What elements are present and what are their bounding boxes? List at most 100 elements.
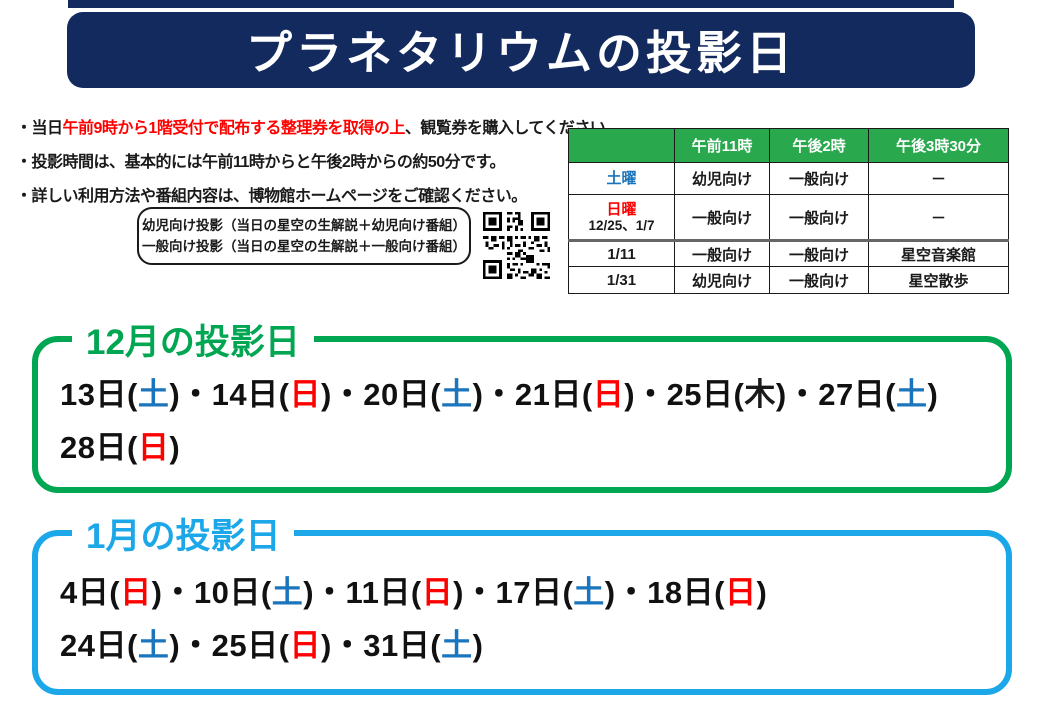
date-day: 28日( xyxy=(60,430,138,465)
january-dates-line1: 4日(日)・10日(土)・11日(日)・17日(土)・18日(日) xyxy=(60,566,1006,619)
col-header xyxy=(568,128,675,163)
date-day: 31日( xyxy=(363,628,442,663)
december-section: 12月の投影日 13日(土)・14日(日)・20日(土)・21日(日)・25日(… xyxy=(32,314,1012,493)
table-cell: 一般向け xyxy=(769,266,869,294)
table-cell: － xyxy=(868,194,1009,241)
note-highlight: 午前9時から1階受付で配布する整理券を取得の上 xyxy=(62,120,406,137)
date-item: 28日(日) xyxy=(60,430,180,465)
table-cell: 一般向け xyxy=(769,194,869,241)
date-separator: )・ xyxy=(169,377,212,412)
table-cell: 幼児向け xyxy=(674,266,770,294)
date-day: 17日( xyxy=(495,575,574,610)
date-day: 4日( xyxy=(60,575,121,610)
note-text: ・当日 xyxy=(16,120,63,137)
note-line: ・詳しい利用方法や番組内容は、博物館ホームページをご確認ください。 xyxy=(16,180,621,214)
note-text: 、観覧券を購入してください。 xyxy=(404,120,622,137)
date-item: 10日(土)・ xyxy=(194,575,346,610)
january-section-title: 1月の投影日 xyxy=(72,508,295,559)
date-weekday: 土 xyxy=(137,377,170,412)
date-weekday: 土 xyxy=(271,575,304,610)
date-day: 25日( xyxy=(211,628,290,663)
info-line: 一般向け投影（当日の星空の生解説＋一般向け番組） xyxy=(142,239,466,254)
col-header: 午前11時 xyxy=(674,128,770,163)
info-line: 幼児向け投影（当日の星空の生解説＋幼児向け番組） xyxy=(142,218,466,233)
date-weekday: 土 xyxy=(896,377,928,412)
table-cell: 幼児向け xyxy=(674,162,770,195)
date-day: 21日( xyxy=(514,377,593,412)
date-separator: ) xyxy=(756,575,768,610)
date-weekday: 日 xyxy=(421,575,454,610)
date-weekday: 木 xyxy=(744,377,776,412)
date-separator: )・ xyxy=(624,377,667,412)
table-cell: 星空散歩 xyxy=(868,266,1009,294)
date-separator: )・ xyxy=(303,575,346,610)
table-cell: － xyxy=(868,162,1009,195)
page-title: プラネタリウムの投影日 xyxy=(246,27,796,79)
row-label-cell: 1/11 xyxy=(568,239,675,267)
table-cell: 一般向け xyxy=(674,194,770,241)
date-item: 17日(土)・ xyxy=(495,575,647,610)
date-weekday: 土 xyxy=(137,628,170,663)
table-row: 1/31 幼児向け 一般向け 星空散歩 xyxy=(568,266,1009,294)
date-weekday: 日 xyxy=(592,377,625,412)
date-separator: )・ xyxy=(604,575,648,610)
date-item: 14日(日)・ xyxy=(212,377,364,412)
date-item: 31日(土) xyxy=(363,628,483,663)
december-dates-line1: 13日(土)・14日(日)・20日(土)・21日(日)・25日(木)・27日(土… xyxy=(60,368,1006,421)
table-cell: 一般向け xyxy=(769,162,869,195)
date-separator: )・ xyxy=(169,628,212,663)
row-label: 土曜 xyxy=(606,170,637,187)
program-info-box: 幼児向け投影（当日の星空の生解説＋幼児向け番組） 一般向け投影（当日の星空の生解… xyxy=(137,207,471,265)
december-dates-line2: 28日(日) xyxy=(60,421,1006,474)
row-label: 1/11 xyxy=(607,245,636,263)
table-cell: 一般向け xyxy=(674,239,770,267)
date-item: 25日(木)・ xyxy=(667,377,819,412)
note-text: ・詳しい利用方法や番組内容は、博物館ホームページをご確認ください。 xyxy=(16,188,527,205)
date-weekday: 日 xyxy=(289,377,321,412)
date-day: 14日( xyxy=(211,377,290,412)
title-banner: プラネタリウムの投影日 xyxy=(67,12,975,88)
notes-list: ・当日午前9時から1階受付で配布する整理券を取得の上、観覧券を購入してください。… xyxy=(16,112,621,214)
qr-code xyxy=(483,212,550,279)
date-item: 11日(日)・ xyxy=(346,575,496,610)
date-item: 21日(日)・ xyxy=(515,377,667,412)
date-weekday: 土 xyxy=(441,628,473,663)
date-separator: ) xyxy=(472,628,484,663)
row-label-cell: 日曜 12/25、1/7 xyxy=(568,194,675,241)
january-dates-line2: 24日(土)・25日(日)・31日(土) xyxy=(60,619,1006,672)
date-separator: )・ xyxy=(453,575,496,610)
date-weekday: 土 xyxy=(441,377,473,412)
header-row: 午前11時 午後2時 午後3時30分 xyxy=(568,128,1009,163)
row-label: 1/31 xyxy=(606,271,637,289)
col-header: 午後2時 xyxy=(769,128,869,163)
date-day: 24日( xyxy=(60,628,138,663)
december-dates: 13日(土)・14日(日)・20日(土)・21日(日)・25日(木)・27日(土… xyxy=(38,342,1006,474)
table-row: 日曜 12/25、1/7 一般向け 一般向け － xyxy=(568,194,1009,241)
date-weekday: 日 xyxy=(289,628,321,663)
row-sublabel: 12/25、1/7 xyxy=(588,218,655,233)
row-label: 日曜 xyxy=(606,201,637,218)
top-strip xyxy=(68,0,954,8)
row-label-cell: 土曜 xyxy=(568,162,675,195)
date-day: 13日( xyxy=(60,377,138,412)
date-separator: ) xyxy=(927,377,939,412)
date-item: 27日(土) xyxy=(818,377,938,412)
table-row: 1/11 一般向け 一般向け 星空音楽館 xyxy=(568,239,1009,267)
date-day: 20日( xyxy=(363,377,442,412)
date-separator: )・ xyxy=(472,377,515,412)
date-day: 18日( xyxy=(647,575,725,610)
date-day: 27日( xyxy=(818,377,897,412)
schedule-table: 午前11時 午後2時 午後3時30分 土曜 幼児向け 一般向け － 日曜 12/2… xyxy=(568,128,1009,294)
date-item: 13日(土)・ xyxy=(60,377,212,412)
date-item: 18日(日) xyxy=(647,575,767,610)
date-weekday: 土 xyxy=(573,575,605,610)
date-separator: )・ xyxy=(151,575,194,610)
date-separator: )・ xyxy=(320,628,364,663)
date-separator: )・ xyxy=(320,377,364,412)
date-weekday: 日 xyxy=(120,575,152,610)
date-separator: )・ xyxy=(775,377,819,412)
date-day: 10日( xyxy=(193,575,272,610)
january-dates: 4日(日)・10日(土)・11日(日)・17日(土)・18日(日) 24日(土)… xyxy=(38,536,1006,672)
note-line: ・投影時間は、基本的には午前11時からと午後2時からの約50分です。 xyxy=(16,146,621,180)
date-separator: ) xyxy=(169,430,181,465)
